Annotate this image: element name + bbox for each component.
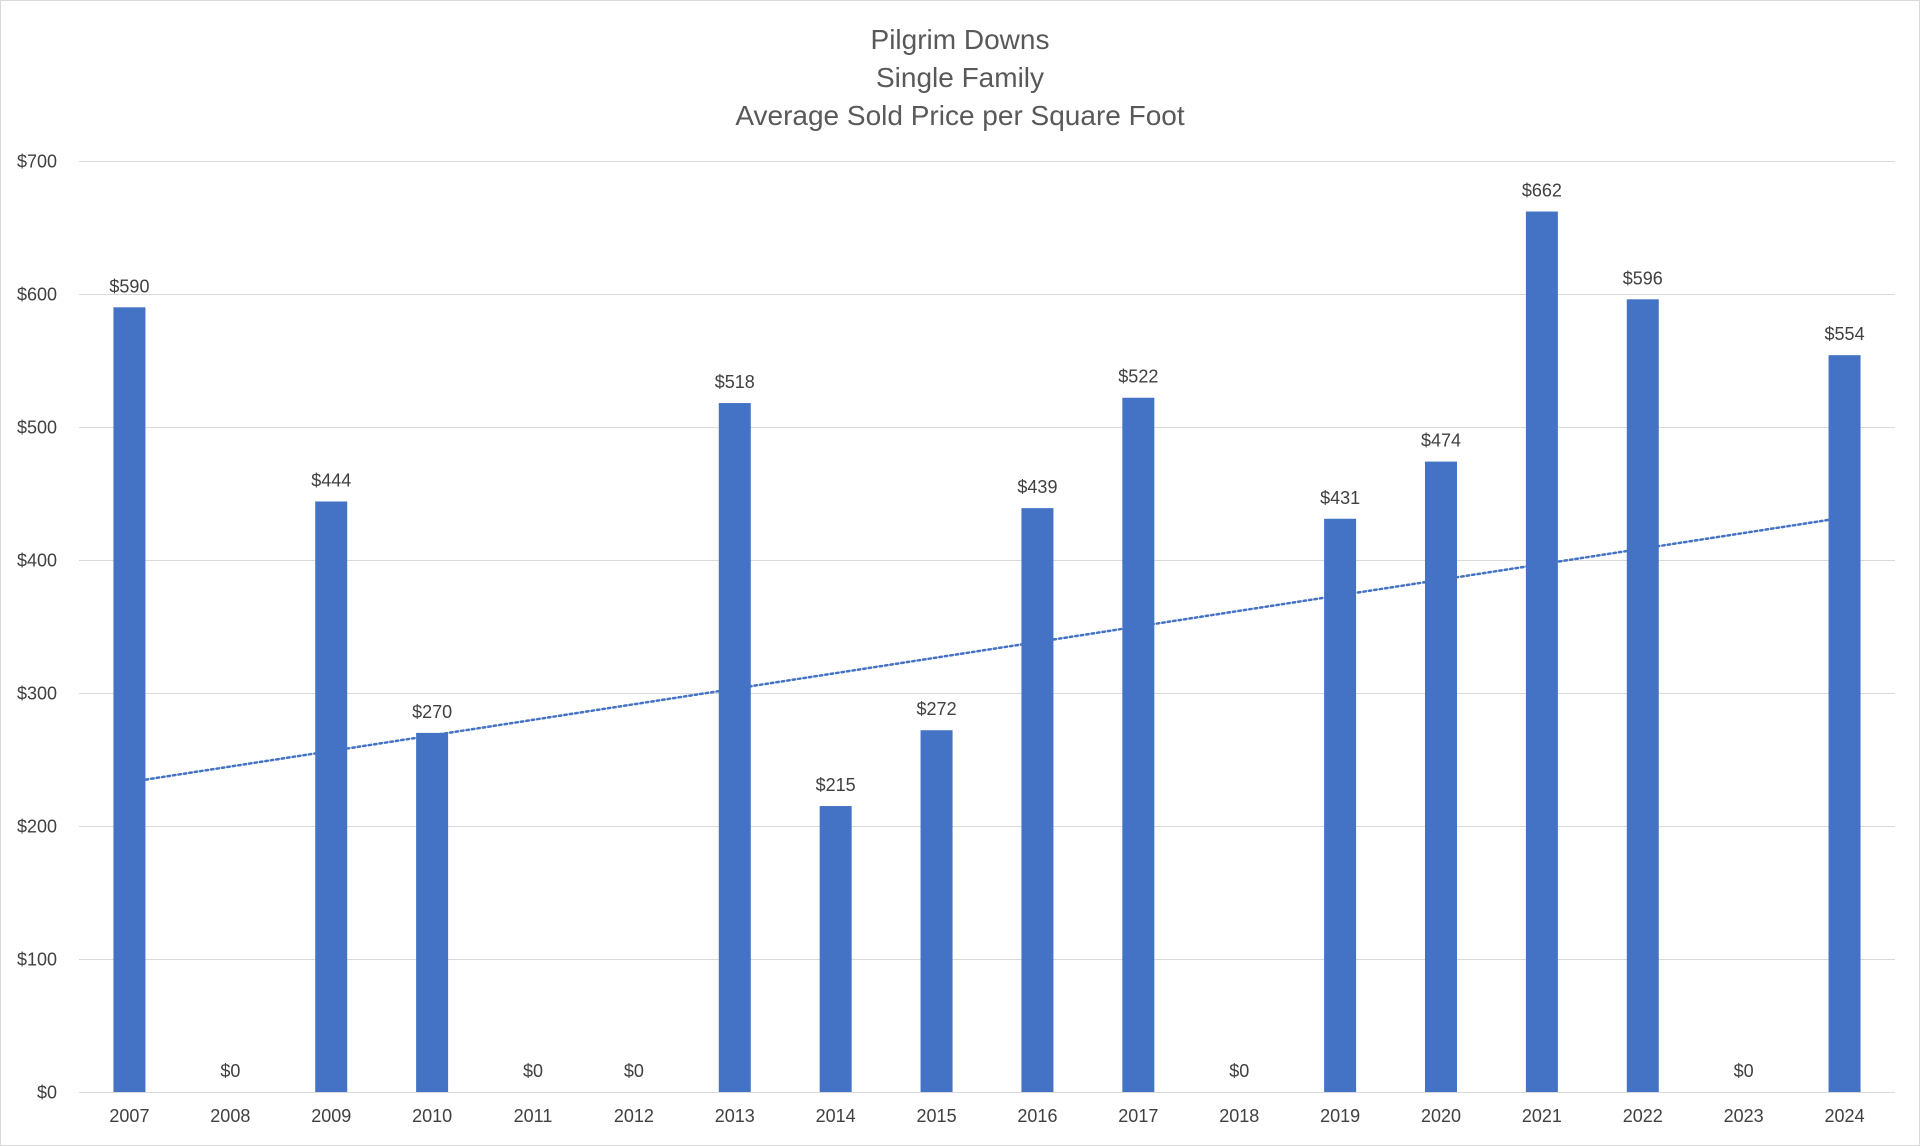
x-tick-label: 2020 (1421, 1106, 1461, 1126)
data-labels: $590 $0 $444 $270 $0 $0 $518 $215 $272 $439 $522 $0… (109, 181, 1864, 1081)
bar-2024 (1828, 355, 1861, 1092)
chart-title-line-2: Single Family (876, 62, 1044, 93)
x-tick-label: 2013 (715, 1106, 755, 1126)
bar-2015 (920, 730, 953, 1092)
bars (113, 211, 1861, 1093)
x-tick-label: 2017 (1118, 1106, 1158, 1126)
bar-2022 (1626, 299, 1659, 1092)
y-tick-label: $500 (17, 418, 57, 438)
x-tick-label: 2021 (1522, 1106, 1562, 1126)
data-label: $554 (1825, 324, 1865, 344)
data-label: $522 (1118, 367, 1158, 387)
bar-2009 (315, 501, 348, 1093)
y-tick-label: $300 (17, 684, 57, 704)
data-label: $0 (1734, 1061, 1754, 1081)
data-label: $0 (1229, 1061, 1249, 1081)
data-label: $215 (816, 775, 856, 795)
bar-2020 (1425, 461, 1457, 1093)
bar-2019 (1324, 518, 1357, 1092)
data-label: $0 (220, 1061, 240, 1081)
x-tick-label: 2015 (917, 1106, 957, 1126)
chart-title-line-1: Pilgrim Downs (871, 24, 1050, 55)
x-tick-label: 2023 (1724, 1106, 1764, 1126)
y-tick-label: $100 (17, 950, 57, 970)
gridlines (79, 161, 1895, 1093)
x-axis-tick-labels: 2007 2008 2009 2010 2011 2012 2013 2014 2015 2016… (109, 1106, 1864, 1126)
data-label: $0 (624, 1061, 644, 1081)
data-label: $518 (715, 372, 755, 392)
x-tick-label: 2014 (816, 1106, 856, 1126)
x-tick-label: 2022 (1623, 1106, 1663, 1126)
data-label: $662 (1522, 181, 1562, 201)
x-tick-label: 2011 (514, 1106, 553, 1126)
x-tick-label: 2019 (1320, 1106, 1360, 1126)
trendline-group (128, 516, 1846, 784)
bar-2016 (1021, 508, 1054, 1092)
bar-2017 (1122, 397, 1155, 1092)
x-tick-label: 2024 (1825, 1106, 1865, 1126)
data-label: $590 (109, 276, 149, 296)
y-tick-label: $700 (17, 152, 57, 172)
chart-title: Pilgrim Downs Single Family Average Sold… (735, 24, 1185, 131)
bar-2013 (718, 403, 751, 1092)
chart-title-line-3: Average Sold Price per Square Foot (735, 100, 1185, 131)
x-tick-label: 2008 (210, 1106, 250, 1126)
data-label: $596 (1623, 268, 1663, 288)
data-label: $270 (412, 702, 452, 722)
x-tick-label: 2012 (614, 1106, 654, 1126)
x-tick-label: 2007 (109, 1106, 149, 1126)
bar-2021 (1525, 211, 1558, 1093)
x-tick-label: 2016 (1017, 1106, 1057, 1126)
bar-2014 (819, 806, 852, 1092)
trendline (128, 516, 1846, 784)
bar-2007 (113, 307, 146, 1092)
y-tick-label: $600 (17, 285, 57, 305)
y-tick-label: $400 (17, 551, 57, 571)
bar-2010 (416, 732, 449, 1092)
data-label: $0 (523, 1061, 543, 1081)
x-tick-label: 2010 (412, 1106, 452, 1126)
y-tick-label: $0 (37, 1083, 57, 1103)
data-label: $439 (1017, 477, 1057, 497)
data-label: $431 (1320, 488, 1360, 508)
y-axis-tick-labels: $0 $100 $200 $300 $400 $500 $600 $700 (17, 152, 57, 1103)
data-label: $474 (1421, 431, 1461, 451)
y-tick-label: $200 (17, 817, 57, 837)
data-label: $444 (311, 470, 351, 490)
x-tick-label: 2009 (311, 1106, 351, 1126)
x-tick-label: 2018 (1219, 1106, 1259, 1126)
data-label: $272 (917, 699, 957, 719)
